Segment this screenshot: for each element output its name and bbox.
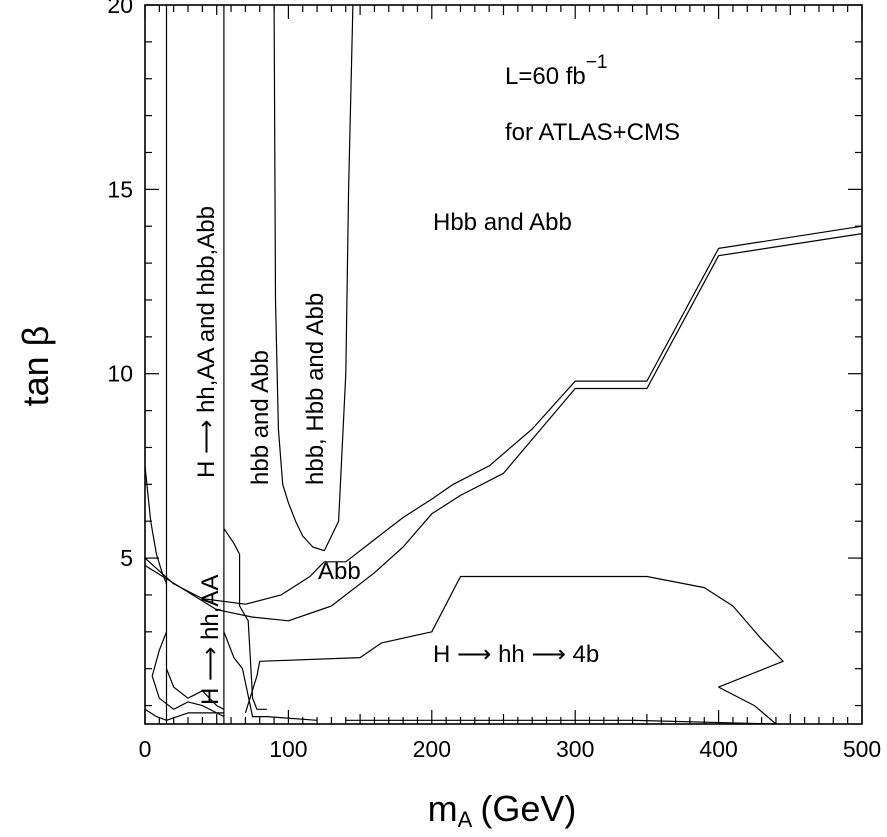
x-axis-title-main: m	[428, 788, 458, 829]
y-tick-label: 15	[107, 176, 133, 202]
x-axis-title-unit: (GeV)	[480, 788, 576, 829]
annotation-h-hh-4b: H ⟶ hh ⟶ 4b	[433, 641, 599, 668]
curve-bl-inner	[165, 668, 225, 710]
y-tick-label: 10	[107, 361, 133, 387]
curve-abb-lower	[144, 233, 863, 622]
tick-label-group: 0 100 200 300 400 500 5 10 15 20	[107, 0, 881, 762]
annotation-lumi-sup: −1	[586, 52, 608, 73]
curve-left-curve	[144, 465, 168, 585]
annotation-h-hhaa-hbb-abb: H ⟶ hh,AA and hbb,Abb	[193, 206, 220, 478]
annotation-experiments: for ATLAS+CMS	[505, 119, 680, 146]
curve-hh4b-region	[244, 575, 784, 725]
tick-group	[144, 4, 863, 724]
y-tick-label: 20	[107, 0, 133, 18]
annotation-hbb-and-abb: hbb and Abb	[247, 350, 274, 485]
curve-group	[144, 4, 863, 725]
curve-abb-upper	[144, 225, 863, 605]
curve-bl-inner2	[144, 708, 224, 721]
y-tick-label: 5	[120, 545, 133, 571]
curve-strip-right	[223, 528, 267, 710]
curve-bl-region	[151, 631, 225, 718]
annotation-lumi-base: L=60 fb	[505, 63, 586, 90]
curve-u-curve	[273, 4, 354, 552]
x-axis-title-sub: A	[458, 807, 473, 832]
annotation-hbb-abb: Hbb and Abb	[433, 209, 572, 236]
x-tick-label: 200	[413, 736, 451, 762]
x-tick-label: 300	[556, 736, 594, 762]
annotation-hbb-hbb-abb: hbb, Hbb and Abb	[302, 293, 329, 485]
x-tick-label: 100	[269, 736, 307, 762]
x-axis-title: mA (GeV)	[428, 788, 577, 832]
x-tick-label: 400	[699, 736, 737, 762]
curve-mid-strip	[223, 631, 318, 721]
annotation-lumi: L=60 fb−1	[505, 52, 607, 90]
annotation-h-hhaa-small: H ⟶ hh,AA	[197, 575, 224, 705]
x-tick-label: 500	[843, 736, 881, 762]
annotation-abb: Abb	[318, 558, 361, 585]
x-tick-label: 0	[139, 736, 152, 762]
y-axis-title: tan β	[15, 326, 56, 407]
